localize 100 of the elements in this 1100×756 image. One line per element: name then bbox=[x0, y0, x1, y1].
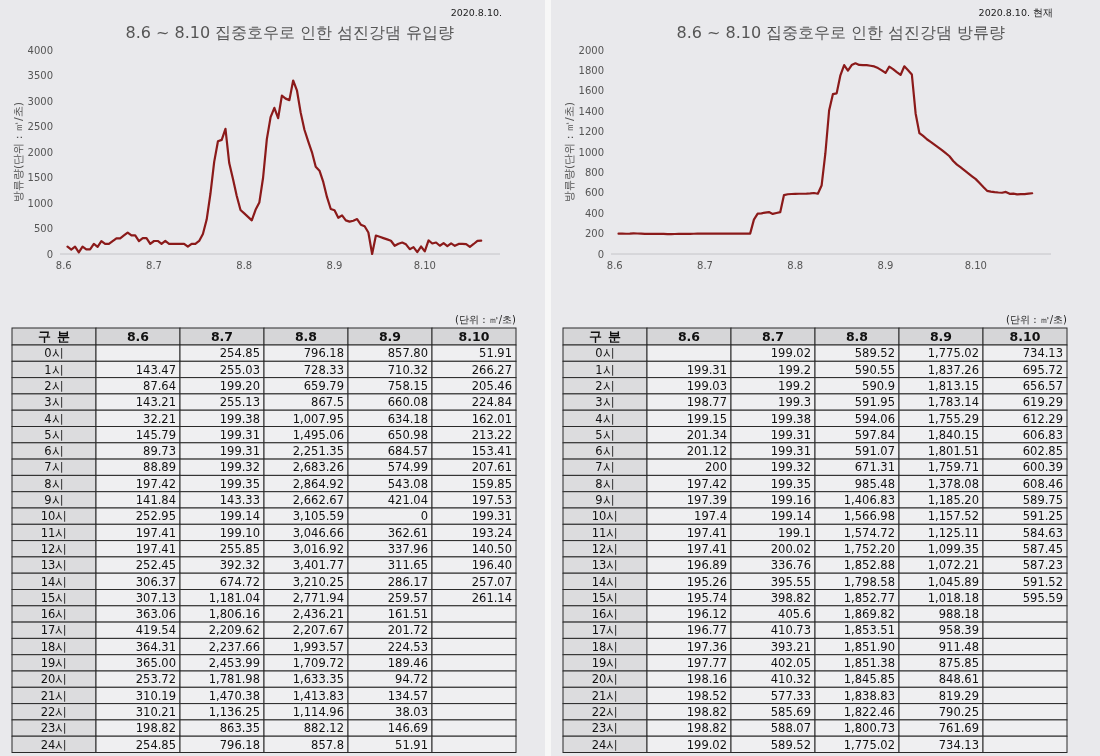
data-label: 2,771.94 bbox=[292, 590, 344, 605]
x-tick-label: 8.9 bbox=[378, 329, 402, 344]
y-tick-label: 24시 bbox=[591, 737, 619, 752]
data-label: 259.57 bbox=[387, 590, 428, 605]
data-label: 311.65 bbox=[387, 558, 428, 573]
data-label: 857.80 bbox=[387, 346, 428, 361]
data-label: 0 bbox=[420, 509, 428, 524]
data-label: 199.38 bbox=[770, 411, 811, 426]
x-tick-label: 8.8 bbox=[236, 260, 253, 271]
data-label: 1,852.77 bbox=[843, 590, 895, 605]
text: 2020.8.10. 현재 bbox=[978, 7, 1053, 18]
y-tick-label: 24시 bbox=[40, 737, 68, 752]
data-label: 199.2 bbox=[778, 378, 811, 393]
y-tick-label: 22시 bbox=[40, 704, 68, 719]
y-tick-label: 18시 bbox=[591, 639, 619, 654]
data-label: 224.84 bbox=[471, 395, 512, 410]
x-tick-label: 8.9 bbox=[326, 260, 343, 271]
x-tick-label: 8.8 bbox=[294, 329, 318, 344]
x-tick-label: 8.9 bbox=[929, 329, 953, 344]
data-label: 197.42 bbox=[686, 476, 727, 491]
data-label: 254.85 bbox=[219, 346, 260, 361]
data-label: 261.14 bbox=[471, 590, 512, 605]
data-label: 2,209.62 bbox=[208, 623, 260, 638]
data-label: 197.41 bbox=[135, 525, 176, 540]
y-tick-label: 12시 bbox=[591, 541, 619, 556]
data-label: 197.53 bbox=[471, 493, 512, 507]
data-label: 199.31 bbox=[219, 427, 260, 442]
y-tick-label: 10시 bbox=[40, 509, 68, 524]
data-label: 589.52 bbox=[770, 737, 811, 752]
data-label: 591.25 bbox=[1022, 509, 1063, 524]
y-tick-label: 500 bbox=[33, 223, 53, 234]
data-label: 1,045.89 bbox=[927, 574, 979, 589]
y-axis-title: 구분 bbox=[38, 329, 76, 344]
y-tick-label: 0시 bbox=[595, 346, 615, 361]
data-label: 89.73 bbox=[143, 444, 176, 459]
data-label: 1,574.72 bbox=[843, 525, 895, 540]
data-label: 3,046.66 bbox=[292, 525, 344, 540]
data-label: 3,210.25 bbox=[292, 574, 344, 589]
data-label: 393.21 bbox=[770, 639, 811, 654]
data-label: 796.18 bbox=[303, 346, 344, 361]
data-label: 200.02 bbox=[770, 541, 811, 556]
data-label: 196.40 bbox=[471, 558, 512, 573]
data-label: 205.46 bbox=[471, 378, 512, 393]
y-tick-label: 1400 bbox=[578, 105, 604, 117]
data-label: 161.51 bbox=[387, 607, 428, 622]
data-label: 266.27 bbox=[471, 362, 512, 377]
data-label: 199.32 bbox=[219, 460, 260, 475]
y-tick-label: 21시 bbox=[591, 688, 619, 703]
data-label: 650.98 bbox=[387, 427, 428, 442]
data-label: 1,838.83 bbox=[843, 688, 895, 703]
data-label: 197.42 bbox=[135, 476, 176, 491]
y-tick-label: 5시 bbox=[44, 427, 64, 442]
x-tick-label: 8.7 bbox=[761, 329, 785, 344]
data-label: 656.57 bbox=[1022, 378, 1063, 393]
y-tick-label: 1시 bbox=[44, 362, 64, 377]
data-label: 252.45 bbox=[135, 558, 176, 573]
data-label: 882.12 bbox=[303, 721, 344, 736]
data-label: 1,413.83 bbox=[292, 688, 344, 703]
data-label: 193.24 bbox=[471, 525, 512, 540]
data-label: 419.54 bbox=[135, 623, 176, 638]
chart-title: 8.6 ~ 8.10 집중호우로 인한 섬진강댐 유입량 bbox=[125, 23, 455, 42]
data-label: 587.23 bbox=[1022, 558, 1063, 573]
data-label: 197.77 bbox=[686, 656, 727, 670]
y-tick-label: 2시 bbox=[44, 378, 64, 393]
data-label: 199.14 bbox=[219, 509, 260, 524]
y-tick-label: 20시 bbox=[591, 672, 619, 687]
data-label: 51.91 bbox=[479, 346, 512, 361]
y-tick-label: 3시 bbox=[44, 395, 64, 410]
y-tick-label: 19시 bbox=[591, 656, 619, 670]
y-tick-label: 9시 bbox=[44, 493, 64, 507]
data-label: 197.36 bbox=[686, 639, 727, 654]
data-label: 634.18 bbox=[387, 411, 428, 426]
data-label: 612.29 bbox=[1022, 411, 1063, 426]
data-label: 1,470.38 bbox=[208, 688, 260, 703]
y-tick-label: 1200 bbox=[578, 126, 604, 138]
data-label: 911.48 bbox=[938, 639, 979, 654]
data-label: 1,851.38 bbox=[843, 656, 895, 670]
data-label: 201.72 bbox=[387, 623, 428, 638]
data-label: 1,775.02 bbox=[843, 737, 895, 752]
data-label: 337.96 bbox=[387, 541, 428, 556]
data-label: 574.99 bbox=[387, 460, 428, 475]
data-label: 199.31 bbox=[770, 444, 811, 459]
data-label: 1,755.29 bbox=[927, 411, 979, 426]
data-label: 848.61 bbox=[938, 672, 979, 687]
data-label: 195.74 bbox=[686, 590, 727, 605]
x-tick-label: 8.7 bbox=[210, 329, 234, 344]
y-tick-label: 9시 bbox=[595, 493, 615, 507]
y-tick-label: 600 bbox=[584, 187, 604, 199]
data-label: 143.47 bbox=[135, 362, 176, 377]
y-tick-label: 0 bbox=[597, 248, 604, 260]
data-label: 1,798.58 bbox=[843, 574, 895, 589]
data-label: 198.82 bbox=[686, 704, 727, 719]
data-label: 2,207.67 bbox=[292, 623, 344, 638]
data-label: 199.03 bbox=[686, 378, 727, 393]
data-label: 1,775.02 bbox=[927, 346, 979, 361]
data-label: 588.07 bbox=[770, 721, 811, 736]
y-tick-label: 2000 bbox=[27, 146, 53, 158]
data-label: 659.79 bbox=[303, 378, 344, 393]
data-label: 684.57 bbox=[387, 444, 428, 459]
y-tick-label: 400 bbox=[584, 207, 604, 219]
